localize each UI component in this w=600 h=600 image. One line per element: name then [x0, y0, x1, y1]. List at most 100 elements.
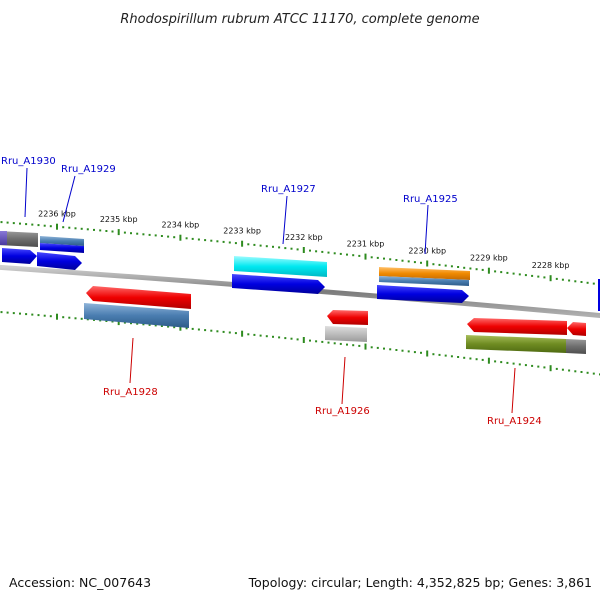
minor-tick — [49, 315, 52, 318]
cds-arrow-small[interactable] — [567, 322, 586, 336]
cds-arrow[interactable] — [377, 285, 469, 303]
cds-arrow[interactable] — [232, 274, 325, 294]
forward-gene-Rru_A1930[interactable] — [0, 231, 38, 264]
cds-arrow[interactable] — [40, 243, 84, 253]
minor-tick — [278, 246, 281, 249]
gene-feature-orange[interactable] — [379, 267, 470, 280]
minor-tick — [376, 256, 379, 259]
minor-tick — [136, 232, 139, 235]
minor-tick — [43, 224, 46, 227]
gene-feature-steelblue[interactable] — [379, 276, 469, 286]
minor-tick — [19, 312, 21, 315]
gene-feature-purple[interactable] — [0, 231, 7, 245]
gene-label-Rru_A1930[interactable]: Rru_A1930 — [1, 156, 56, 167]
gene-feature-steelblue[interactable] — [40, 236, 84, 246]
minor-tick — [278, 336, 281, 339]
gene-label-Rru_A1929[interactable]: Rru_A1929 — [61, 164, 116, 175]
minor-tick — [537, 275, 540, 278]
minor-tick — [352, 344, 355, 347]
gene-feature-olive[interactable] — [466, 335, 566, 353]
minor-tick — [142, 323, 145, 326]
kbp-tick-label: 2230 kbp — [408, 247, 446, 256]
minor-tick — [6, 221, 9, 224]
gene-label-Rru_A1925[interactable]: Rru_A1925 — [403, 194, 458, 205]
minor-tick — [111, 320, 114, 323]
gene-label-Rru_A1927[interactable]: Rru_A1927 — [261, 184, 316, 195]
gene-label-Rru_A1928[interactable]: Rru_A1928 — [103, 387, 158, 398]
gene-label-Rru_A1926[interactable]: Rru_A1926 — [315, 406, 370, 417]
minor-tick — [481, 358, 484, 361]
reverse-gene-Rru_A1928[interactable] — [84, 286, 191, 328]
minor-tick — [346, 343, 348, 346]
kbp-tick-label: 2233 kbp — [223, 227, 261, 236]
forward-gene-Rru_A1925[interactable] — [377, 267, 470, 303]
minor-tick — [234, 332, 237, 335]
minor-tick — [12, 222, 15, 225]
cds-arrow[interactable] — [2, 248, 37, 264]
major-tick — [426, 260, 429, 267]
minor-tick — [31, 313, 34, 316]
minor-tick — [321, 250, 324, 253]
gene-feature-gray[interactable] — [0, 231, 38, 247]
gene-label-Rru_A1924[interactable]: Rru_A1924 — [487, 416, 542, 427]
minor-tick — [568, 369, 571, 372]
minor-tick — [290, 247, 293, 250]
minor-tick — [210, 329, 213, 332]
minor-tick — [389, 258, 392, 261]
major-tick — [117, 229, 120, 236]
minor-tick — [296, 248, 299, 251]
minor-tick — [228, 241, 231, 244]
gene-feature-cyan[interactable] — [234, 256, 327, 277]
genome-summary-text: Topology: circular; Length: 4,352,825 bp… — [248, 575, 592, 590]
minor-tick — [500, 271, 503, 274]
minor-tick — [494, 270, 497, 273]
minor-tick — [333, 252, 336, 255]
minor-tick — [321, 340, 324, 343]
minor-tick — [358, 254, 361, 257]
cds-arrow[interactable] — [327, 310, 368, 325]
minor-tick — [185, 327, 188, 330]
minor-tick — [296, 338, 299, 341]
minor-tick — [160, 235, 163, 237]
kbp-tick-label: 2235 kbp — [100, 215, 138, 224]
minor-tick — [531, 274, 534, 277]
minor-tick — [457, 266, 460, 268]
kbp-tick-label: 2232 kbp — [285, 233, 323, 242]
minor-tick — [574, 280, 577, 283]
minor-tick — [185, 237, 188, 240]
minor-tick — [86, 228, 89, 231]
minor-tick — [197, 328, 200, 331]
reverse-gene-Rru_A1926[interactable] — [325, 310, 368, 342]
minor-tick — [234, 242, 237, 245]
minor-tick — [339, 252, 342, 255]
major-tick — [56, 313, 58, 320]
minor-tick — [228, 331, 231, 334]
minor-tick — [512, 362, 515, 365]
kbp-tick-label: 2236 kbp — [38, 210, 76, 219]
cds-arrow-lower[interactable] — [37, 252, 82, 270]
minor-tick — [315, 340, 318, 343]
minor-tick — [469, 267, 472, 270]
minor-tick — [506, 271, 509, 274]
minor-tick — [358, 344, 361, 347]
forward-gene-Rru_A1929[interactable] — [37, 236, 84, 270]
minor-tick — [222, 240, 225, 243]
cds-arrow[interactable] — [86, 286, 191, 309]
major-tick — [487, 267, 490, 274]
gene-feature-steelblue[interactable] — [84, 303, 189, 328]
minor-tick — [216, 240, 219, 243]
minor-tick — [580, 371, 583, 373]
minor-tick — [463, 356, 466, 359]
minor-tick — [327, 251, 330, 254]
major-tick — [241, 240, 244, 247]
minor-tick — [457, 356, 460, 358]
reverse-gene-Rru_A1924[interactable] — [466, 318, 586, 354]
minor-tick — [475, 268, 478, 271]
minor-tick — [272, 335, 274, 338]
cds-arrow[interactable] — [467, 318, 567, 335]
gene-feature-gray[interactable] — [566, 339, 586, 354]
gene-feature-lightgray[interactable] — [325, 326, 367, 342]
minor-tick — [524, 364, 527, 367]
forward-gene-Rru_A1927[interactable] — [232, 256, 327, 294]
